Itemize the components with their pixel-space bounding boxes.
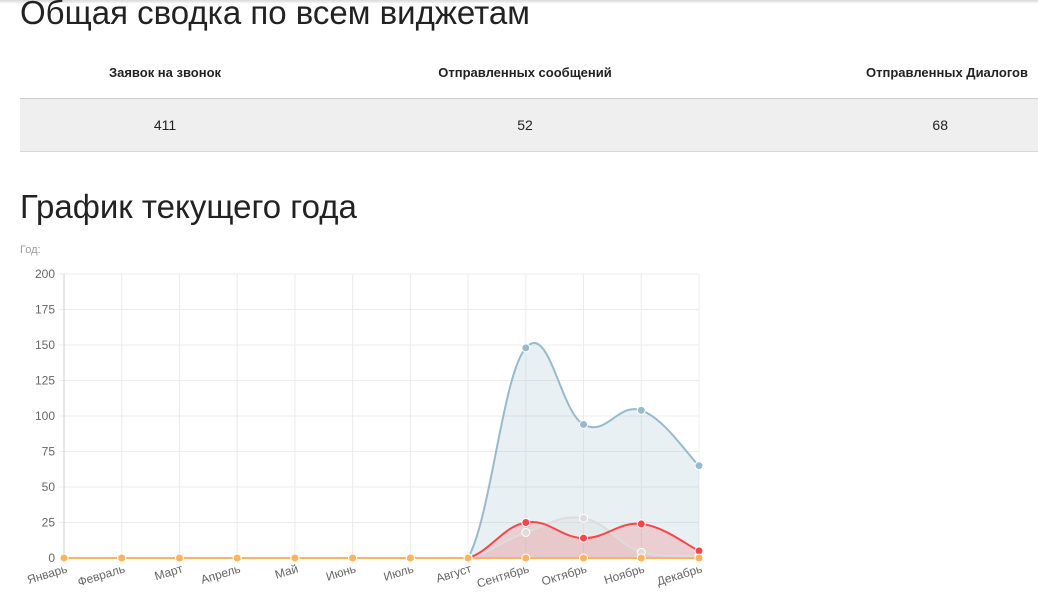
y-tick-label: 50	[42, 480, 56, 494]
y-tick-label: 0	[48, 551, 55, 565]
data-point	[636, 405, 646, 415]
summary-header-row: Заявок на звонок Отправленных сообщений …	[20, 46, 1038, 99]
data-point	[521, 343, 531, 353]
data-point	[694, 461, 704, 471]
y-tick-label: 125	[35, 374, 55, 388]
data-point	[579, 420, 589, 430]
y-tick-label: 175	[35, 303, 55, 317]
chart-areas	[64, 342, 699, 558]
y-tick-label: 200	[35, 267, 55, 281]
year-line-chart: 0 25 50 75 100 125 150 175 200 Январь Февраль Март…	[25, 267, 704, 591]
x-tick-label: Январь	[25, 561, 68, 586]
data-point	[521, 518, 531, 527]
data-point	[636, 519, 646, 529]
x-tick-label: Ноябрь	[602, 561, 646, 587]
data-point	[463, 553, 473, 563]
value-sent-messages: 52	[310, 98, 740, 152]
summary-values-row: 411 52 68	[20, 98, 1038, 152]
x-tick-label: Май	[273, 561, 300, 581]
x-tick-label: Октябрь	[540, 561, 589, 588]
y-tick-label: 150	[35, 338, 55, 352]
series-area	[64, 521, 699, 558]
data-point	[232, 553, 242, 563]
column-header-sent-dialogs: Отправленных Диалогов	[740, 46, 1038, 99]
data-point	[117, 553, 127, 563]
data-point	[636, 553, 646, 563]
value-sent-dialogs: 68	[740, 98, 1038, 152]
data-point	[405, 553, 415, 563]
y-tick-label: 25	[42, 516, 56, 530]
data-point	[521, 527, 531, 537]
data-point	[579, 513, 589, 523]
column-header-call-requests: Заявок на звонок	[20, 46, 310, 99]
column-header-sent-messages: Отправленных сообщений	[310, 46, 740, 99]
data-point	[59, 553, 69, 563]
x-tick-label: Февраль	[76, 561, 127, 589]
summary-table: Заявок на звонок Отправленных сообщений …	[20, 46, 1038, 152]
chart-points	[59, 343, 704, 563]
y-tick-label: 75	[42, 445, 56, 459]
top-border	[0, 0, 1038, 3]
data-point	[348, 553, 358, 563]
data-point	[579, 533, 589, 543]
value-call-requests: 411	[20, 98, 310, 152]
data-point	[694, 553, 704, 563]
chart-caption: Год:	[20, 244, 41, 256]
x-tick-label: Апрель	[199, 561, 242, 586]
data-point	[290, 553, 300, 563]
y-tick-label: 100	[35, 409, 55, 423]
page-title: Общая сводка по всем виджетам	[20, 0, 530, 31]
x-tick-label: Декабрь	[655, 561, 704, 588]
x-axis: Январь Февраль Март Апрель Май Июнь Июль Август…	[25, 561, 703, 590]
series-area	[64, 342, 699, 558]
data-point	[521, 553, 531, 563]
x-tick-label: Март	[153, 561, 185, 583]
chart-title: График текущего года	[20, 188, 357, 225]
x-tick-label: Сентябрь	[475, 561, 531, 590]
x-tick-label: Июнь	[324, 561, 357, 583]
x-tick-label: Август	[434, 561, 473, 585]
x-tick-label: Июль	[382, 561, 415, 583]
y-axis: 0 25 50 75 100 125 150 175 200	[35, 267, 55, 565]
data-point	[174, 553, 184, 563]
data-point	[579, 553, 589, 563]
